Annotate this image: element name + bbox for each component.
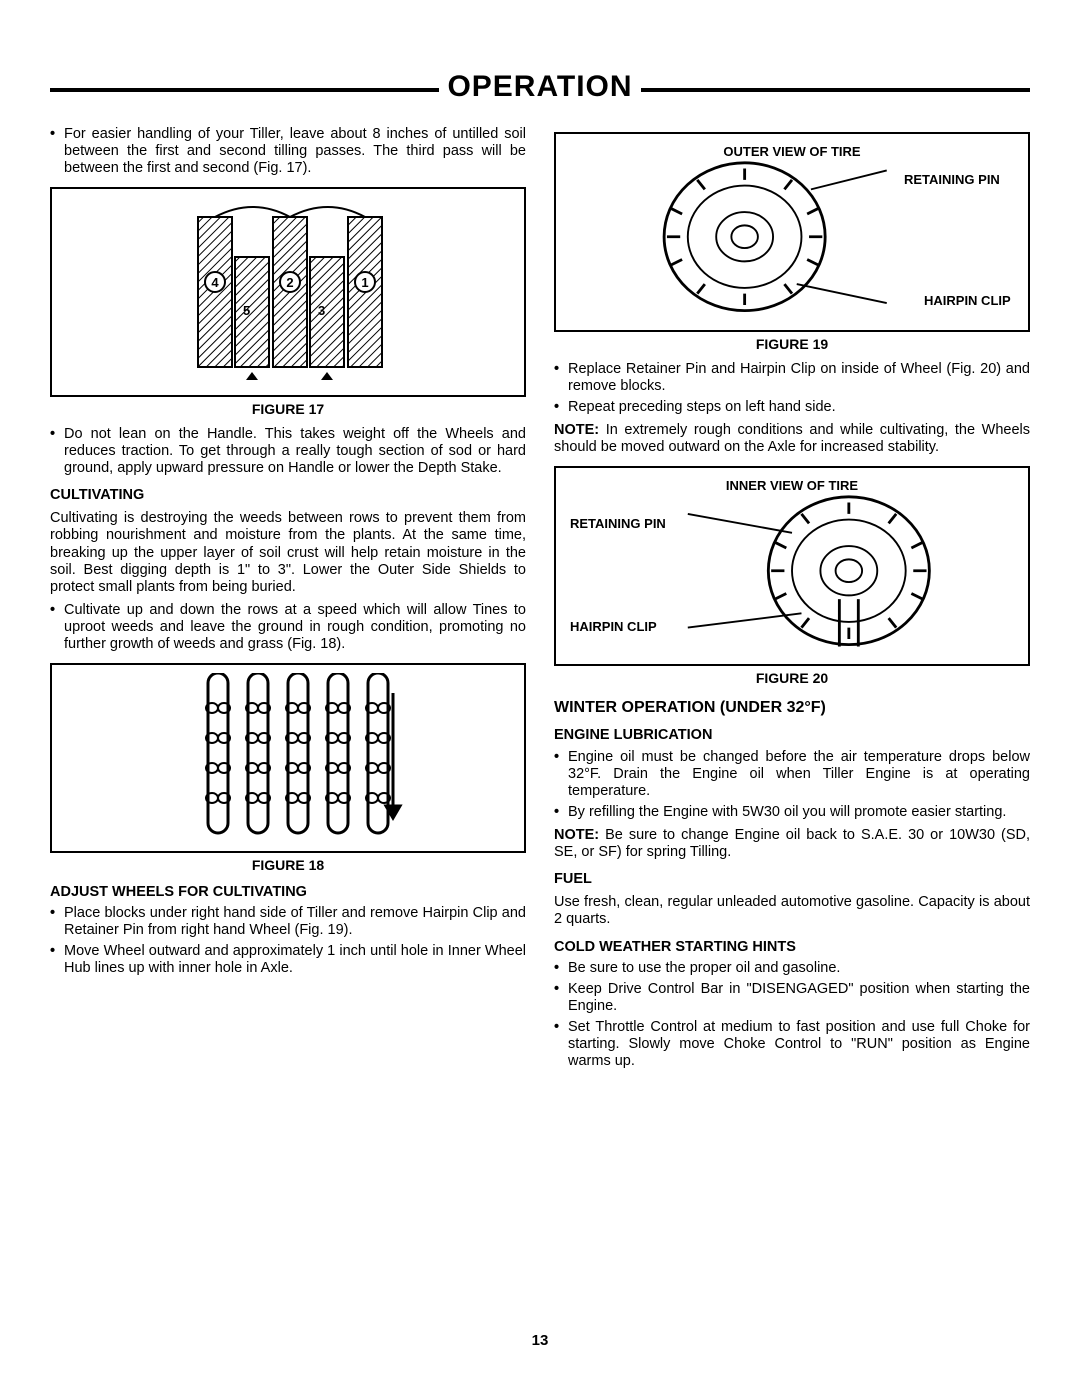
page-title: OPERATION bbox=[439, 70, 640, 104]
fig20-top-label: INNER VIEW OF TIRE bbox=[726, 478, 858, 493]
post-fig17-bullet: Do not lean on the Handle. This takes we… bbox=[50, 426, 526, 477]
adjust-wheels-heading: ADJUST WHEELS FOR CULTIVATING bbox=[50, 884, 526, 901]
figure-20-box: INNER VIEW OF TIRE bbox=[554, 466, 1030, 666]
note2-label: NOTE: bbox=[554, 827, 599, 843]
cold-bullet-1: Be sure to use the proper oil and gasoli… bbox=[554, 960, 1030, 977]
svg-text:5: 5 bbox=[243, 303, 250, 318]
engine-bullet-2: By refilling the Engine with 5W30 oil yo… bbox=[554, 804, 1030, 821]
figure-18-caption: FIGURE 18 bbox=[50, 857, 526, 874]
adjust-bullet-1: Place blocks under right hand side of Ti… bbox=[50, 905, 526, 939]
fuel-body: Use fresh, clean, regular unleaded autom… bbox=[554, 894, 1030, 928]
fig19-hairpin-label: HAIRPIN CLIP bbox=[924, 293, 1014, 308]
svg-text:4: 4 bbox=[211, 275, 219, 290]
fig20-hairpin-label: HAIRPIN CLIP bbox=[570, 619, 660, 634]
post19-bullet-1: Replace Retainer Pin and Hairpin Clip on… bbox=[554, 361, 1030, 395]
fig19-top-label: OUTER VIEW OF TIRE bbox=[723, 144, 860, 159]
post19-bullet-2: Repeat preceding steps on left hand side… bbox=[554, 399, 1030, 416]
svg-text:2: 2 bbox=[286, 275, 293, 290]
note-label: NOTE: bbox=[554, 422, 599, 438]
cultivating-heading: CULTIVATING bbox=[50, 487, 526, 504]
cultivating-body: Cultivating is destroying the weeds betw… bbox=[50, 510, 526, 596]
note-2: NOTE: Be sure to change Engine oil back … bbox=[554, 827, 1030, 861]
fuel-heading: FUEL bbox=[554, 871, 1030, 888]
figure-19-box: OUTER VIEW OF TIRE bbox=[554, 132, 1030, 332]
title-bar: OPERATION bbox=[50, 70, 1030, 104]
figure-18-svg bbox=[158, 673, 418, 843]
right-column: OUTER VIEW OF TIRE bbox=[554, 122, 1030, 1074]
figure-17-caption: FIGURE 17 bbox=[50, 401, 526, 418]
figure-18-box bbox=[50, 663, 526, 853]
svg-text:3: 3 bbox=[318, 303, 325, 318]
figure-17-svg: 4 2 1 5 3 bbox=[138, 197, 438, 387]
figure-20-caption: FIGURE 20 bbox=[554, 670, 1030, 687]
cold-bullet-2: Keep Drive Control Bar in "DISENGAGED" p… bbox=[554, 981, 1030, 1015]
adjust-bullet-2: Move Wheel outward and approximately 1 i… bbox=[50, 943, 526, 977]
figure-17-box: 4 2 1 5 3 bbox=[50, 187, 526, 397]
two-column-layout: For easier handling of your Tiller, leav… bbox=[50, 122, 1030, 1074]
engine-lube-heading: ENGINE LUBRICATION bbox=[554, 727, 1030, 744]
figure-19-caption: FIGURE 19 bbox=[554, 336, 1030, 353]
page-number: 13 bbox=[0, 1332, 1080, 1349]
note-2-text: Be sure to change Engine oil back to S.A… bbox=[554, 827, 1030, 860]
cultivating-bullet: Cultivate up and down the rows at a spee… bbox=[50, 602, 526, 653]
fig19-retaining-label: RETAINING PIN bbox=[904, 172, 1014, 187]
left-column: For easier handling of your Tiller, leav… bbox=[50, 122, 526, 1074]
engine-bullet-1: Engine oil must be changed before the ai… bbox=[554, 749, 1030, 800]
svg-text:1: 1 bbox=[361, 275, 368, 290]
note-19: NOTE: In extremely rough conditions and … bbox=[554, 422, 1030, 456]
cold-heading: COLD WEATHER STARTING HINTS bbox=[554, 939, 1030, 956]
intro-bullet: For easier handling of your Tiller, leav… bbox=[50, 126, 526, 177]
note-19-text: In extremely rough conditions and while … bbox=[554, 422, 1030, 455]
cold-bullet-3: Set Throttle Control at medium to fast p… bbox=[554, 1019, 1030, 1070]
winter-heading: WINTER OPERATION (UNDER 32°F) bbox=[554, 699, 1030, 718]
fig20-retaining-label: RETAINING PIN bbox=[570, 516, 700, 531]
